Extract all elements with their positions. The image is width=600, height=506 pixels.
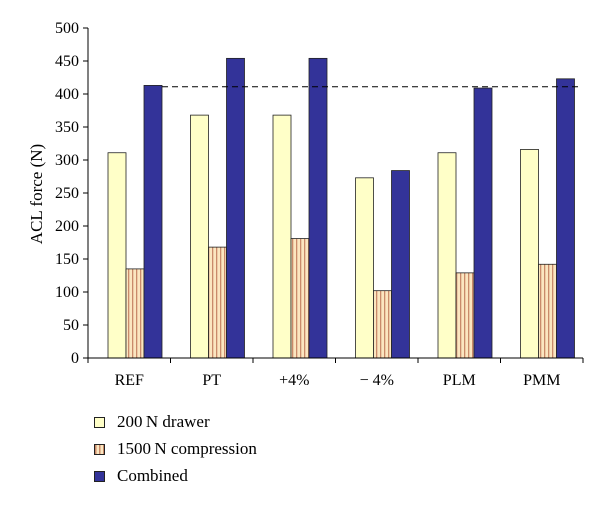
bar-compression-0	[125, 268, 145, 359]
y-tick-label-0: 0	[71, 350, 79, 367]
bar-combined-2	[308, 57, 328, 359]
legend-swatch-drawer	[94, 416, 105, 428]
bar-combined-5	[556, 78, 575, 359]
bar-compression-1	[208, 246, 227, 359]
legend: 200 N drawer 1500 N compression Combined	[94, 410, 257, 491]
bar-drawer-3	[355, 177, 374, 359]
bar-combined-1	[226, 57, 245, 359]
y-tick-label-400: 400	[55, 86, 79, 103]
x-tick-label-1: PT	[202, 372, 221, 389]
legend-swatch-combined	[94, 470, 105, 482]
bar-drawer-2	[272, 114, 292, 359]
x-tick-label-2: +4%	[279, 372, 309, 389]
y-tick-label-250: 250	[55, 185, 79, 202]
legend-item-combined: Combined	[94, 464, 257, 488]
y-tick-label-200: 200	[55, 218, 79, 235]
legend-label-compression: 1500 N compression	[117, 439, 257, 458]
bar-combined-3	[391, 170, 410, 359]
x-tick-label-3: − 4%	[360, 372, 394, 389]
chart: 0 50 100 150 200 250 300 350 400 450 500 REF PT +4% − …	[27, 20, 584, 389]
legend-item-compression: 1500 N compression	[94, 437, 257, 461]
bar-compression-2	[290, 238, 310, 359]
bar-compression-5	[538, 263, 557, 359]
y-tick-label-150: 150	[55, 251, 79, 268]
x-tick-label-5: PMM	[523, 372, 560, 389]
y-tick-label-50: 50	[63, 317, 79, 334]
x-tick-label-4: PLM	[443, 372, 476, 389]
bar-combined-0	[143, 85, 163, 359]
y-tick-label-450: 450	[55, 53, 79, 70]
legend-label-drawer: 200 N drawer	[117, 412, 210, 431]
y-tick-label-300: 300	[55, 152, 79, 169]
bar-compression-3	[373, 290, 392, 359]
bar-compression-4	[455, 272, 475, 359]
bar-drawer-1	[190, 114, 209, 359]
bar-drawer-5	[520, 149, 539, 359]
bar-drawer-4	[437, 152, 457, 359]
legend-item-drawer: 200 N drawer	[94, 410, 257, 434]
y-tick-label-500: 500	[55, 20, 79, 37]
bar-drawer-0	[107, 152, 127, 359]
y-tick-label-350: 350	[55, 119, 79, 136]
y-tick-label-100: 100	[55, 284, 79, 301]
bar-combined-4	[473, 87, 493, 359]
y-axis-label: ACL force (N)	[27, 144, 46, 244]
legend-swatch-compression	[94, 443, 105, 455]
x-tick-label-0: REF	[115, 372, 144, 389]
legend-label-combined: Combined	[117, 466, 188, 485]
